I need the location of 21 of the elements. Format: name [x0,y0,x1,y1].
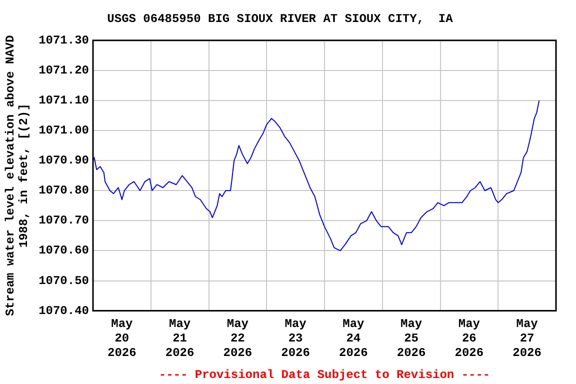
x-tick-label: May 21 2026 [165,317,194,360]
x-tick-label: May 25 2026 [396,317,426,360]
text: ---- Provisional Data Subject to Revision ---- [158,368,490,382]
x-tick-label: May 22 2026 [223,317,252,360]
y-tick-label: 1070.80 [38,184,89,198]
y-tick-label: 1070.50 [38,274,89,288]
x-tick-label: May 23 2026 [281,317,310,360]
x-tick-label: May 24 2026 [339,317,368,360]
y-tick-label: 1070.40 [38,304,89,318]
y-tick-label: 1070.60 [38,244,89,258]
y-axis-title: Stream water level elevation above NAVD 1988, in feet, [(2)] [4,35,31,316]
y-tick-label: 1071.20 [38,63,89,78]
y-tick-label: 1070.90 [38,154,89,168]
y-tick-label: 1071.00 [38,124,89,138]
chart-title: USGS 06485950 BIG SIOUX RIVER AT SIOUX CITY, IA [107,12,454,26]
x-tick-label: May 27 2026 [512,317,542,360]
x-tick-label: May 26 2026 [454,317,484,360]
y-tick-label: 1071.30 [38,33,89,48]
y-tick-label: 1070.70 [38,214,89,228]
x-tick-label: May 20 2026 [108,317,136,360]
y-tick-label: 1071.10 [38,94,89,108]
